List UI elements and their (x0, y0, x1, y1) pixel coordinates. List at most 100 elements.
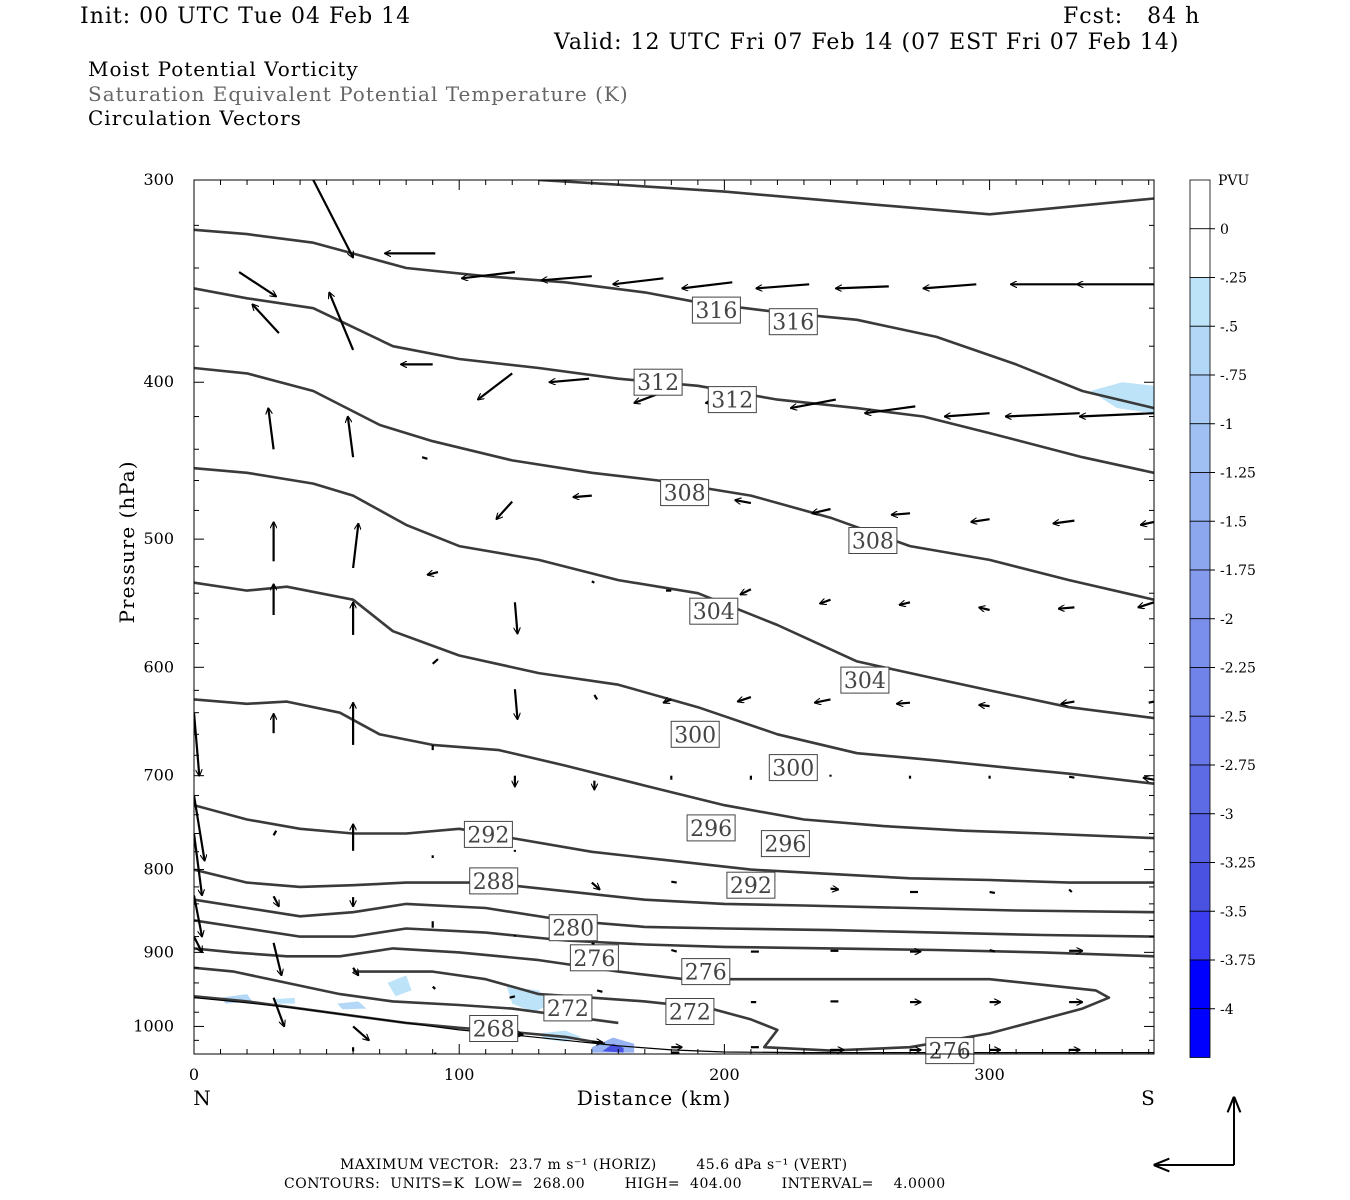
circulation-vector (496, 500, 514, 520)
north-label: N (193, 1086, 211, 1110)
x-axis-label: Distance (km) (577, 1086, 732, 1110)
colorbar-swatch (1189, 715, 1211, 766)
isentrope-316 (194, 228, 1154, 410)
colorbar-label: -3.25 (1220, 856, 1256, 872)
svg-text:268: 268 (473, 1018, 515, 1043)
svg-text:316: 316 (772, 311, 814, 336)
colorbar-swatch (1189, 618, 1211, 668)
colorbar-swatch (1189, 959, 1211, 1010)
svg-text:288: 288 (473, 870, 515, 895)
y-tick-label: 800 (143, 860, 174, 879)
circulation-vector (671, 880, 677, 884)
circulation-vector (923, 283, 977, 288)
circulation-vector (573, 496, 592, 498)
colorbar-label: -1 (1220, 417, 1234, 433)
circulation-vector (462, 271, 516, 278)
colorbar-swatch (1189, 764, 1211, 815)
colorbar-label: -3 (1220, 807, 1234, 823)
colorbar-label: -.75 (1220, 368, 1247, 384)
circulation-vector (682, 281, 733, 288)
isentrope-320 (538, 180, 1154, 216)
contour-label-276: 276 (681, 958, 731, 986)
svg-text:276: 276 (929, 1040, 971, 1065)
x-tick-label: 300 (974, 1065, 1005, 1084)
pv-shade-region-15 (732, 1039, 765, 1053)
circulation-vector (756, 283, 810, 288)
y-tick-label: 400 (143, 372, 174, 391)
isentrope-300 (194, 581, 1154, 785)
circulation-vector (312, 180, 355, 258)
svg-text:312: 312 (711, 389, 753, 414)
circulation-vector (272, 830, 278, 836)
contour-label-304: 304 (689, 597, 739, 625)
circulation-vector (194, 795, 205, 861)
circulation-vector (238, 271, 276, 296)
colorbar-swatch (1189, 277, 1211, 327)
colorbar-units: PVU (1218, 173, 1250, 189)
contour-label-296: 296 (760, 830, 810, 858)
circulation-vector (836, 286, 889, 288)
colorbar-swatch (1189, 667, 1211, 717)
circulation-vector (830, 889, 839, 890)
colorbar-swatch (1189, 228, 1211, 278)
circulation-vector (515, 689, 518, 719)
x-tick-label: 0 (189, 1065, 199, 1084)
y-tick-label: 900 (143, 942, 174, 961)
circulation-vector (194, 895, 202, 936)
contour-label-268: 268 (469, 1015, 519, 1043)
circulation-vector (353, 967, 358, 976)
pv-shade-region-11 (273, 997, 295, 1004)
circulation-vector (252, 304, 280, 334)
svg-text:272: 272 (669, 1001, 711, 1026)
pv-shade-region-10 (337, 1001, 367, 1010)
pv-shade-region-4 (1132, 573, 1154, 609)
circulation-vector (431, 985, 437, 990)
circulation-vector (989, 890, 996, 894)
circulation-vector (591, 1042, 603, 1043)
contour-label-304: 304 (840, 666, 890, 694)
isentrope-288 (194, 868, 1154, 914)
contour-label-312: 312 (707, 386, 757, 414)
pv-shade-region-16 (194, 403, 218, 430)
svg-text:272: 272 (547, 997, 589, 1022)
circulation-vector (865, 405, 916, 413)
svg-text:296: 296 (690, 817, 732, 842)
colorbar-label: -2.5 (1220, 709, 1247, 725)
circulation-vector (735, 500, 752, 503)
contour-label-276: 276 (925, 1037, 975, 1065)
colorbar-swatch (1189, 910, 1211, 961)
circulation-vector (791, 398, 837, 409)
valid-time: Valid: 12 UTC Fri 07 Feb 14 (07 EST Fri … (554, 30, 1180, 55)
contour-label-316: 316 (691, 296, 741, 324)
circulation-vector (549, 377, 590, 383)
svg-text:280: 280 (552, 917, 594, 942)
colorbar-label: 0 (1220, 222, 1229, 238)
circulation-vector (812, 507, 831, 513)
colorbar-swatch (1189, 569, 1211, 620)
circulation-vector (596, 989, 603, 993)
svg-text:276: 276 (573, 947, 615, 972)
init-time: Init: 00 UTC Tue 04 Feb 14 (80, 4, 412, 29)
svg-text:300: 300 (674, 723, 716, 748)
contour-label-316: 316 (768, 308, 818, 336)
circulation-vector (738, 696, 752, 702)
svg-text:304: 304 (693, 600, 735, 625)
circulation-vector (272, 942, 282, 976)
contour-label-288: 288 (469, 867, 519, 895)
circulation-vector (421, 456, 428, 460)
isentrope-304 (194, 466, 1154, 720)
contour-label-276: 276 (569, 944, 619, 972)
circulation-vector (979, 607, 990, 610)
svg-text:308: 308 (664, 482, 706, 507)
colorbar-label: -.5 (1220, 319, 1238, 335)
y-tick-label: 500 (143, 529, 174, 548)
svg-text:304: 304 (844, 669, 886, 694)
circulation-vector (613, 277, 664, 284)
circulation-vector (971, 519, 990, 522)
pv-shade-region-8 (387, 975, 412, 997)
field-vectors: Circulation Vectors (88, 106, 302, 130)
contour-label-280: 280 (548, 914, 598, 942)
colorbar-label: -1.25 (1220, 466, 1256, 482)
field-mpv: Moist Potential Vorticity (88, 57, 359, 81)
